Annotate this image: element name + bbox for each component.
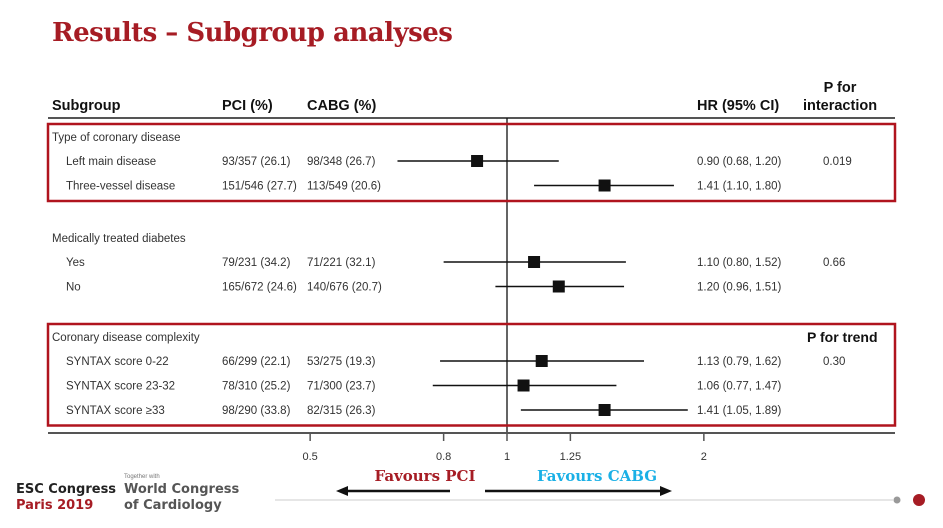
x-tick-label: 1	[504, 451, 510, 463]
header-pci: PCI (%)	[222, 98, 273, 114]
header-subgroup: Subgroup	[52, 98, 121, 114]
row-label: Yes	[66, 257, 85, 269]
group-label: Medically treated diabetes	[52, 233, 186, 245]
row-pci: 79/231 (34.2)	[222, 257, 291, 269]
group-label: Coronary disease complexity	[52, 332, 200, 344]
esc-congress-logo: ESC Congress Paris 2019	[16, 482, 116, 514]
wc-line-2: of Cardiology	[124, 498, 222, 513]
hr-marker	[535, 355, 548, 367]
slide-title: Results – Subgroup analyses	[52, 18, 453, 48]
footer-dot-gray	[893, 496, 901, 504]
row-hr: 1.41 (1.10, 1.80)	[697, 181, 782, 193]
hr-marker	[598, 404, 611, 416]
row-label: No	[66, 282, 81, 294]
header-p-for: P for	[824, 80, 857, 96]
logo-line-1: ESC Congress	[16, 482, 117, 497]
header-cabg: CABG (%)	[307, 98, 376, 114]
hr-marker	[471, 155, 484, 167]
hr-marker	[598, 179, 611, 192]
row-hr: 1.20 (0.96, 1.51)	[697, 282, 782, 294]
logo-line-2: Paris 2019	[16, 498, 94, 513]
wc-line-1: World Congress	[124, 482, 240, 497]
arrow-right-head	[660, 486, 672, 496]
hr-marker	[552, 280, 565, 293]
row-pci: 151/546 (27.7)	[222, 181, 297, 193]
row-pci: 98/290 (33.8)	[222, 405, 291, 417]
row-p-value: 0.66	[823, 257, 845, 269]
row-label: Three-vessel disease	[66, 181, 175, 193]
hr-marker	[517, 379, 530, 392]
header-hr: HR (95% CI)	[697, 98, 779, 114]
row-cabg: 53/275 (19.3)	[307, 356, 376, 368]
row-p-value: 0.019	[823, 156, 852, 168]
row-label: Left main disease	[66, 156, 156, 168]
favours-pci-label: Favours PCI	[375, 467, 476, 485]
footer-dot-red	[913, 494, 925, 506]
header-interaction: interaction	[803, 98, 877, 114]
group-label: Type of coronary disease	[52, 132, 181, 144]
x-tick-label: 1.25	[560, 451, 581, 463]
favours-cabg-label: Favours CABG	[537, 467, 657, 485]
p-for-trend-label: P for trend	[807, 329, 878, 345]
row-label: SYNTAX score 23-32	[66, 381, 175, 393]
row-pci: 165/672 (24.6)	[222, 282, 297, 294]
row-hr: 1.10 (0.80, 1.52)	[697, 257, 782, 269]
x-tick-label: 2	[701, 451, 707, 463]
row-cabg: 140/676 (20.7)	[307, 282, 382, 294]
row-label: SYNTAX score 0-22	[66, 356, 169, 368]
x-tick-label: 0.5	[302, 451, 317, 463]
together-with-text: Together with	[124, 474, 160, 480]
row-hr: 1.41 (1.05, 1.89)	[697, 405, 782, 417]
highlight-box	[46, 322, 897, 427]
highlight-box	[46, 122, 897, 203]
row-cabg: 113/549 (20.6)	[307, 181, 381, 193]
hr-marker	[528, 256, 541, 268]
row-label: SYNTAX score ≥33	[66, 405, 165, 417]
row-cabg: 82/315 (26.3)	[307, 405, 376, 417]
row-cabg: 71/221 (32.1)	[307, 257, 376, 269]
row-pci: 93/357 (26.1)	[222, 156, 291, 168]
world-congress-logo: World Congress of Cardiology	[124, 482, 239, 514]
row-cabg: 71/300 (23.7)	[307, 381, 376, 393]
row-hr: 1.06 (0.77, 1.47)	[697, 381, 782, 393]
row-pci: 78/310 (25.2)	[222, 381, 291, 393]
row-pci: 66/299 (22.1)	[222, 356, 291, 368]
arrow-left-head	[336, 486, 348, 496]
row-p-value: 0.30	[823, 356, 845, 368]
row-cabg: 98/348 (26.7)	[307, 156, 376, 168]
row-hr: 0.90 (0.68, 1.20)	[697, 156, 782, 168]
row-hr: 1.13 (0.79, 1.62)	[697, 356, 782, 368]
x-tick-label: 0.8	[436, 451, 451, 463]
